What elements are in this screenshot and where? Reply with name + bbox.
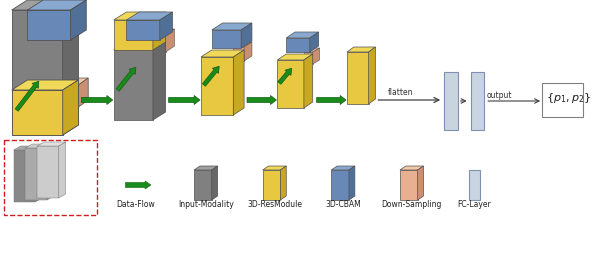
FancyArrow shape bbox=[116, 67, 136, 91]
Polygon shape bbox=[25, 144, 54, 148]
Text: FC-Layer: FC-Layer bbox=[458, 200, 491, 209]
Polygon shape bbox=[194, 170, 212, 200]
Polygon shape bbox=[12, 80, 79, 90]
Polygon shape bbox=[286, 38, 310, 52]
Polygon shape bbox=[331, 170, 349, 200]
Polygon shape bbox=[277, 54, 313, 60]
Polygon shape bbox=[28, 10, 71, 40]
Polygon shape bbox=[194, 166, 218, 170]
Polygon shape bbox=[114, 12, 166, 20]
Polygon shape bbox=[241, 23, 252, 48]
Polygon shape bbox=[127, 20, 160, 40]
Text: flatten: flatten bbox=[388, 88, 413, 97]
Polygon shape bbox=[114, 50, 153, 120]
Polygon shape bbox=[153, 42, 166, 120]
FancyArrow shape bbox=[125, 181, 151, 189]
FancyBboxPatch shape bbox=[470, 72, 484, 130]
Text: Data-Flow: Data-Flow bbox=[116, 200, 155, 209]
Polygon shape bbox=[71, 0, 86, 40]
Polygon shape bbox=[233, 50, 244, 115]
Polygon shape bbox=[35, 146, 42, 202]
Polygon shape bbox=[12, 90, 63, 135]
Polygon shape bbox=[12, 10, 63, 135]
Polygon shape bbox=[63, 78, 88, 85]
Polygon shape bbox=[160, 12, 173, 40]
Polygon shape bbox=[14, 146, 42, 150]
Polygon shape bbox=[263, 166, 286, 170]
Polygon shape bbox=[127, 12, 173, 20]
Polygon shape bbox=[280, 166, 286, 200]
Polygon shape bbox=[233, 42, 252, 47]
FancyBboxPatch shape bbox=[444, 72, 458, 130]
FancyArrow shape bbox=[278, 68, 292, 84]
Polygon shape bbox=[233, 47, 244, 61]
Text: Input-Modality: Input-Modality bbox=[178, 200, 234, 209]
Text: 3D-CBAM: 3D-CBAM bbox=[325, 200, 361, 209]
FancyArrow shape bbox=[169, 96, 200, 104]
FancyArrow shape bbox=[82, 96, 113, 104]
Polygon shape bbox=[313, 48, 320, 64]
Polygon shape bbox=[331, 166, 355, 170]
Text: 3D-ResModule: 3D-ResModule bbox=[247, 200, 302, 209]
Text: $\{p_1, p_2\}$: $\{p_1, p_2\}$ bbox=[546, 91, 591, 105]
Polygon shape bbox=[63, 85, 79, 107]
FancyArrow shape bbox=[202, 66, 219, 86]
Polygon shape bbox=[400, 166, 424, 170]
Polygon shape bbox=[347, 52, 368, 104]
Polygon shape bbox=[201, 50, 244, 57]
Polygon shape bbox=[212, 30, 241, 48]
FancyArrow shape bbox=[15, 81, 39, 111]
Polygon shape bbox=[304, 54, 313, 108]
Polygon shape bbox=[59, 142, 65, 198]
Polygon shape bbox=[63, 0, 79, 135]
Text: output: output bbox=[486, 91, 512, 100]
Polygon shape bbox=[201, 57, 233, 115]
Polygon shape bbox=[63, 80, 79, 135]
FancyArrow shape bbox=[247, 96, 277, 104]
FancyBboxPatch shape bbox=[542, 83, 583, 117]
Text: Down-Sampling: Down-Sampling bbox=[382, 200, 442, 209]
Polygon shape bbox=[79, 78, 88, 107]
Polygon shape bbox=[368, 47, 376, 104]
Polygon shape bbox=[418, 166, 424, 200]
FancyBboxPatch shape bbox=[469, 170, 481, 200]
Polygon shape bbox=[12, 0, 79, 10]
Polygon shape bbox=[153, 35, 166, 52]
Polygon shape bbox=[28, 0, 86, 10]
Polygon shape bbox=[263, 170, 280, 200]
Polygon shape bbox=[277, 60, 304, 108]
Polygon shape bbox=[25, 148, 47, 200]
Polygon shape bbox=[212, 23, 252, 30]
Polygon shape bbox=[310, 32, 319, 52]
Polygon shape bbox=[153, 12, 166, 50]
Polygon shape bbox=[347, 47, 376, 52]
Polygon shape bbox=[114, 42, 166, 50]
Polygon shape bbox=[166, 29, 175, 52]
Polygon shape bbox=[304, 48, 320, 52]
Polygon shape bbox=[37, 146, 59, 198]
Polygon shape bbox=[37, 142, 65, 146]
Polygon shape bbox=[14, 150, 35, 202]
Polygon shape bbox=[400, 170, 418, 200]
FancyArrow shape bbox=[317, 96, 346, 104]
Polygon shape bbox=[114, 20, 153, 50]
Polygon shape bbox=[212, 166, 218, 200]
Polygon shape bbox=[47, 144, 54, 200]
Polygon shape bbox=[304, 52, 313, 64]
Polygon shape bbox=[244, 42, 252, 61]
Polygon shape bbox=[349, 166, 355, 200]
Polygon shape bbox=[286, 32, 319, 38]
Polygon shape bbox=[153, 29, 175, 35]
